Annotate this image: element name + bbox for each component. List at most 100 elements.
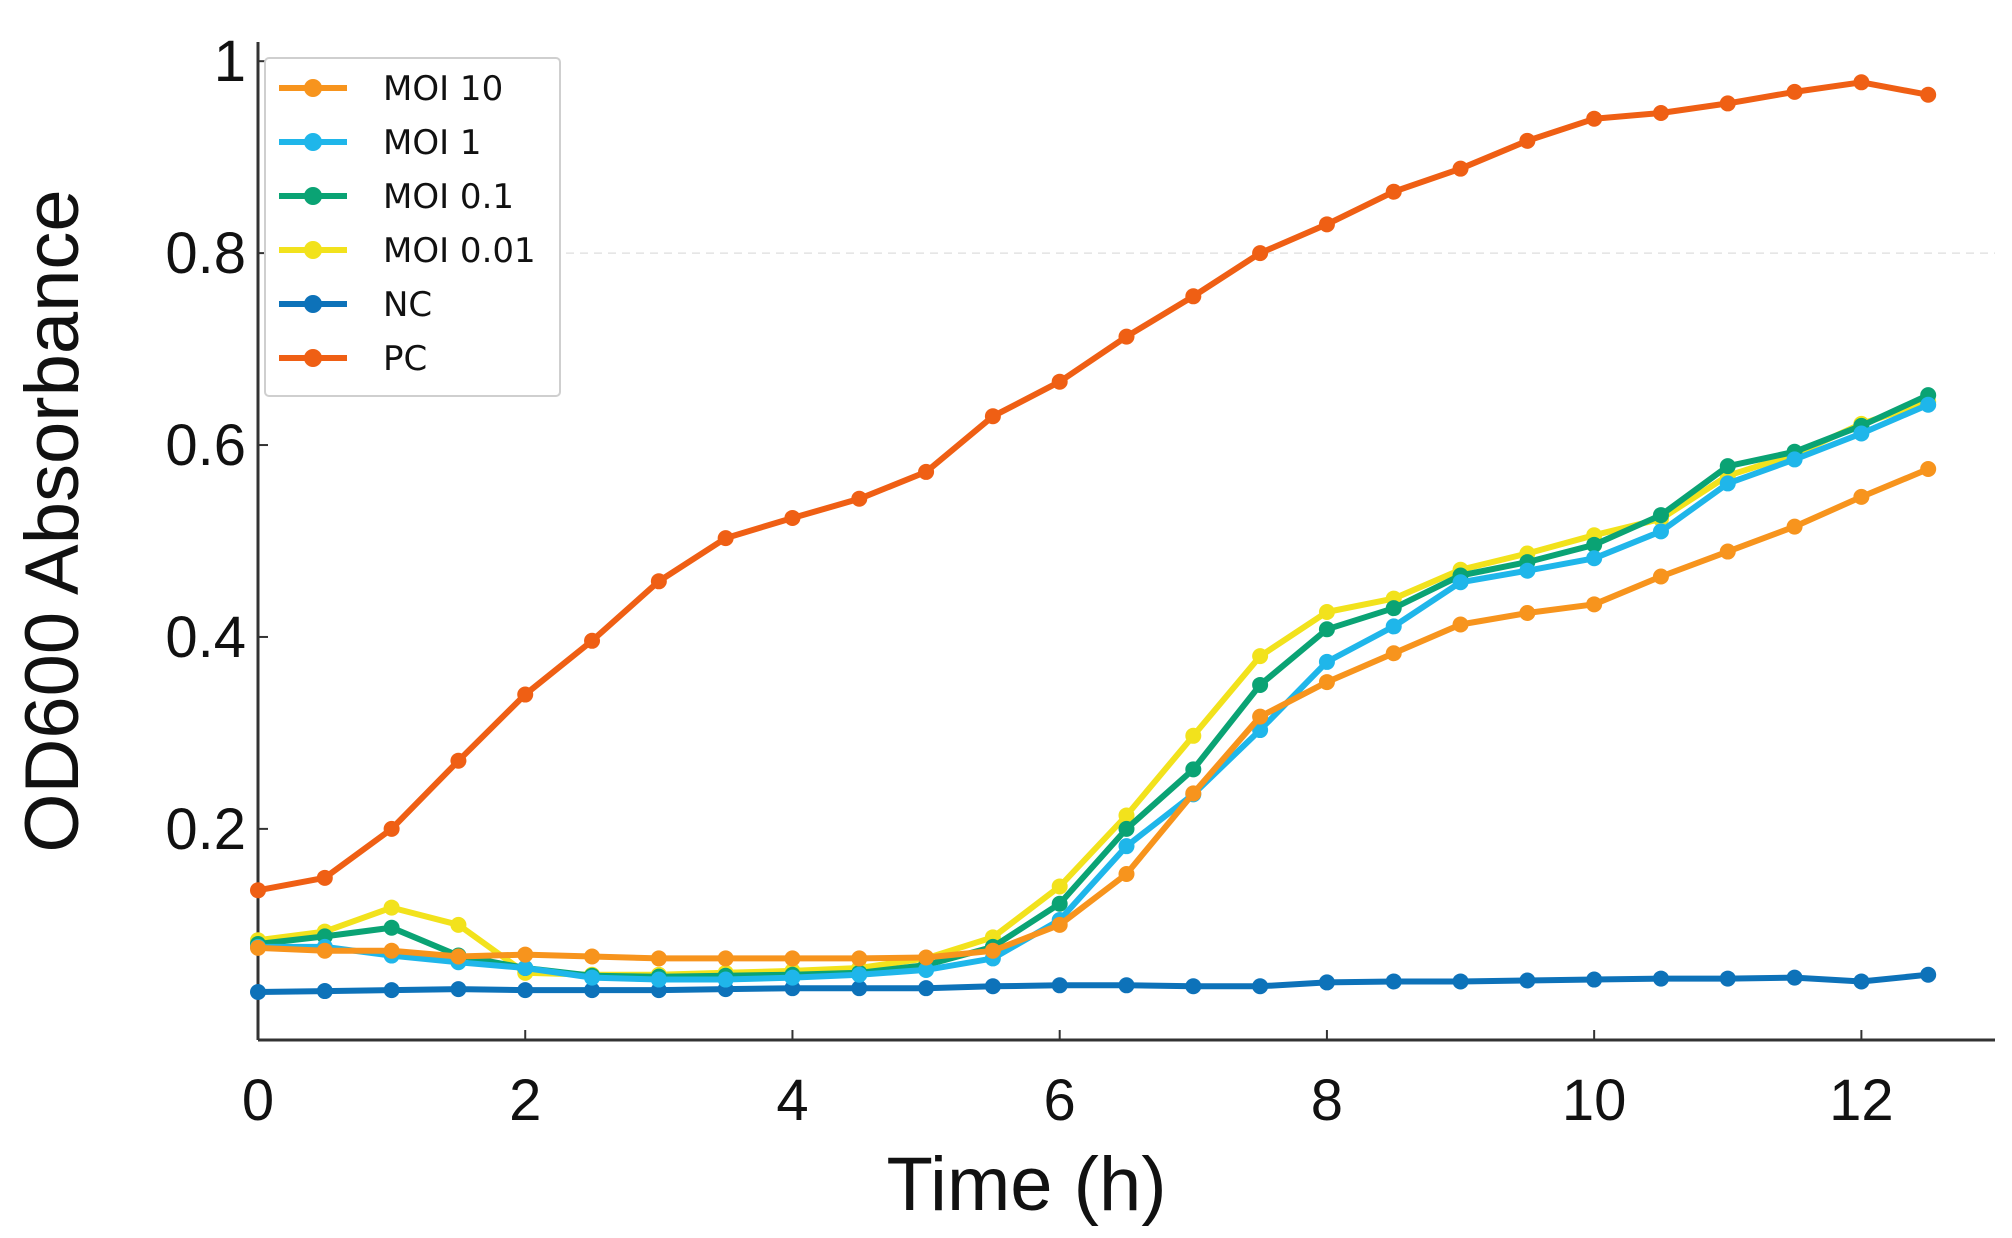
data-point — [1452, 616, 1469, 633]
data-point — [1385, 973, 1402, 990]
legend-entry: NC — [279, 285, 432, 325]
series-moi-10 — [250, 461, 1937, 967]
data-point — [1185, 978, 1202, 995]
x-axis-title: Time (h) — [886, 1142, 1166, 1227]
data-point — [1318, 674, 1335, 691]
series-moi-0-1 — [250, 387, 1937, 985]
data-point — [717, 530, 734, 547]
data-point — [450, 981, 467, 998]
data-point — [1853, 973, 1870, 990]
legend-swatch-marker — [304, 133, 322, 151]
data-point — [1452, 160, 1469, 177]
data-point — [383, 820, 400, 837]
data-point — [918, 463, 935, 480]
data-point — [1185, 785, 1202, 802]
data-point — [784, 950, 801, 967]
data-point — [650, 971, 667, 988]
data-point — [1318, 621, 1335, 638]
data-point — [1051, 373, 1068, 390]
data-point — [918, 961, 935, 978]
series-line — [255, 466, 1932, 962]
ticks: 0 2 4 6 8 10 12 0.2 0.4 0.6 0.8 1 — [165, 29, 1893, 1133]
data-point — [918, 980, 935, 997]
data-point — [1586, 536, 1603, 553]
x-tick-label: 6 — [1044, 1068, 1076, 1133]
data-point — [1719, 95, 1736, 112]
legend-label: MOI 0.01 — [383, 231, 536, 271]
data-point — [1652, 568, 1669, 585]
data-point — [1586, 110, 1603, 127]
data-point — [1252, 245, 1269, 262]
data-point — [584, 632, 601, 649]
data-point — [584, 969, 601, 986]
data-point — [1652, 970, 1669, 987]
data-point — [1719, 970, 1736, 987]
x-tick-label: 4 — [776, 1068, 808, 1133]
data-point — [1118, 328, 1135, 345]
series-pc — [250, 74, 1937, 899]
data-point — [1118, 807, 1135, 824]
series-line — [255, 401, 1932, 983]
data-point — [1519, 604, 1536, 621]
data-point — [517, 946, 534, 963]
data-point — [784, 509, 801, 526]
data-point — [1586, 596, 1603, 613]
data-point — [383, 919, 400, 936]
y-tick-label: 0.4 — [165, 605, 246, 670]
data-point — [1452, 574, 1469, 591]
x-tick-label: 8 — [1311, 1068, 1343, 1133]
data-point — [1252, 676, 1269, 693]
data-point — [650, 950, 667, 967]
data-point — [1920, 86, 1937, 103]
data-point — [1185, 288, 1202, 305]
legend-label: MOI 0.1 — [383, 177, 514, 217]
data-point — [1252, 722, 1269, 739]
data-point — [1185, 761, 1202, 778]
data-point — [1719, 543, 1736, 560]
data-point — [1051, 916, 1068, 933]
legend-entry: MOI 0.1 — [279, 177, 514, 217]
y-tick-label: 0.6 — [165, 413, 246, 478]
data-point — [1252, 648, 1269, 665]
data-point — [1185, 727, 1202, 744]
data-point — [450, 916, 467, 933]
data-point — [1252, 978, 1269, 995]
legend-label: MOI 1 — [383, 123, 482, 163]
x-tick-label: 2 — [509, 1068, 541, 1133]
series-line — [255, 398, 1932, 978]
legend-swatch-marker — [304, 187, 322, 205]
data-point — [584, 948, 601, 965]
data-point — [1786, 969, 1803, 986]
legend-label: NC — [383, 285, 432, 325]
data-point — [851, 950, 868, 967]
data-point — [316, 942, 333, 959]
data-point — [517, 960, 534, 977]
data-point — [1318, 653, 1335, 670]
data-point — [851, 966, 868, 983]
data-point — [650, 573, 667, 590]
data-point — [1118, 977, 1135, 994]
data-point — [383, 899, 400, 916]
data-point — [1519, 562, 1536, 579]
legend-label: MOI 10 — [383, 69, 503, 109]
data-point — [1786, 83, 1803, 100]
x-tick-label: 10 — [1562, 1068, 1627, 1133]
data-point — [1385, 618, 1402, 635]
series-layer — [250, 74, 1937, 1001]
data-point — [250, 939, 266, 956]
data-point — [1920, 461, 1937, 478]
data-point — [1652, 523, 1669, 540]
data-point — [450, 948, 467, 965]
legend-swatch-marker — [304, 241, 322, 259]
data-point — [383, 982, 400, 999]
data-point — [918, 949, 935, 966]
data-point — [1385, 600, 1402, 617]
data-point — [1252, 708, 1269, 725]
data-point — [1519, 972, 1536, 989]
legend-entry: MOI 0.01 — [279, 231, 536, 271]
y-tick-label: 0.2 — [165, 797, 246, 862]
data-point — [316, 869, 333, 886]
data-point — [1853, 425, 1870, 442]
data-point — [1920, 966, 1937, 983]
data-point — [1652, 105, 1669, 122]
